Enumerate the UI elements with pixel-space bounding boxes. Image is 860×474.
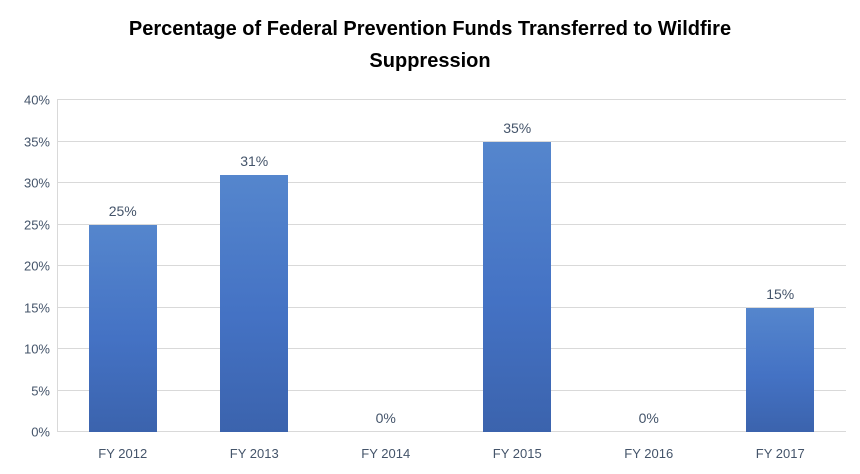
bar-value-label: 31%: [240, 152, 269, 169]
bar-value-label: 0%: [638, 410, 659, 426]
bar: [88, 224, 157, 432]
y-tick-label: 35%: [23, 134, 50, 149]
gridline: [57, 140, 846, 142]
bar-value-label: 0%: [375, 410, 396, 426]
gridline: [57, 306, 846, 308]
bar-slot: 31%: [189, 100, 321, 432]
chart-title: Percentage of Federal Prevention Funds T…: [128, 18, 732, 72]
y-axis-line: [57, 100, 58, 432]
gridline: [57, 99, 846, 100]
bar: [483, 141, 552, 432]
bar-value-label: 25%: [108, 202, 137, 219]
x-axis-label: FY 2014: [361, 446, 411, 461]
bar: [220, 174, 289, 432]
bar-slot: 0%: [320, 100, 452, 432]
bar: [746, 307, 815, 432]
gridline: [57, 265, 846, 266]
x-axis-label: FY 2017: [755, 446, 805, 461]
y-tick-label: 10%: [23, 341, 50, 357]
x-axis: FY 2012 FY 2013 FY 2014 FY 2015 FY 2016 FY 20…: [57, 446, 846, 468]
y-tick-label: 0%: [31, 424, 50, 440]
y-axis: 0% 5% 10% 15% 20% 25% 30% 35% 40%: [6, 93, 50, 440]
y-tick-label: 40%: [23, 92, 50, 108]
gridline: [57, 182, 846, 183]
y-tick-label: 20%: [23, 258, 50, 274]
x-axis-label: FY 2016: [624, 446, 674, 461]
y-tick-label: 30%: [23, 175, 50, 191]
gridline: [57, 348, 846, 349]
bar-value-label: 15%: [766, 285, 795, 302]
y-tick-label: 5%: [31, 383, 50, 398]
x-axis-label: FY 2015: [492, 446, 542, 461]
y-tick-label: 15%: [23, 300, 50, 315]
bar-series: 25% 31% 0% 35% 0% 15%: [57, 100, 846, 432]
bar-slot: 0%: [583, 100, 715, 432]
gridline: [57, 223, 846, 225]
x-axis-label: FY 2013: [229, 446, 279, 461]
gridline: [57, 431, 846, 432]
bar-slot: 35%: [452, 100, 584, 432]
plot-area: 25% 31% 0% 35% 0% 15%: [57, 99, 846, 432]
y-tick-label: 25%: [23, 217, 50, 232]
gridline: [57, 389, 846, 391]
bar-value-label: 35%: [503, 119, 532, 136]
bar-slot: 15%: [715, 100, 847, 432]
bar-slot: 25%: [57, 100, 189, 432]
x-axis-label: FY 2012: [98, 446, 148, 461]
